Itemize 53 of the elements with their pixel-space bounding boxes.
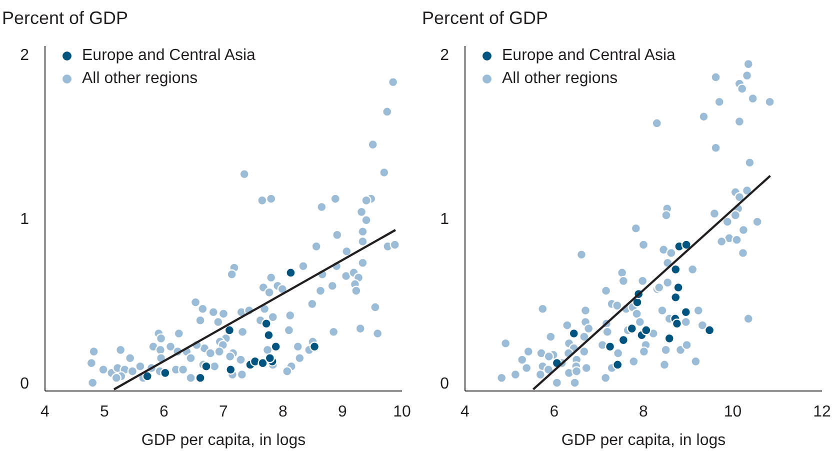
point — [258, 358, 268, 368]
point — [704, 325, 715, 336]
y-tick-label: 0 — [440, 375, 450, 392]
point — [670, 292, 681, 302]
point — [568, 328, 579, 339]
x-tick-label: 5 — [100, 403, 110, 420]
x-tick-label: 6 — [550, 403, 559, 420]
point — [604, 342, 616, 352]
x-tick-label: 6 — [160, 403, 169, 420]
point — [264, 330, 274, 340]
point — [626, 323, 638, 334]
y-tick-label: 2 — [440, 46, 450, 64]
x-axis-title: GDP per capita, in logs — [141, 432, 306, 449]
point — [142, 371, 152, 382]
x-tick-label: 8 — [639, 403, 648, 420]
y-tick-label: 2 — [20, 46, 30, 64]
point — [224, 325, 235, 336]
point — [681, 240, 692, 250]
y-tick-label: 0 — [20, 375, 30, 392]
x-tick-label: 10 — [393, 403, 411, 420]
y-tick-label: 1 — [20, 211, 30, 228]
legend-label: Europe and Central Asia — [502, 46, 676, 66]
legend-label: Europe and Central Asia — [82, 46, 256, 66]
point — [664, 333, 674, 344]
y-tick-label: 1 — [440, 211, 450, 228]
point — [612, 360, 623, 370]
point — [264, 353, 276, 364]
point — [226, 364, 236, 375]
point — [270, 342, 281, 352]
x-tick-label: 10 — [724, 403, 742, 420]
x-tick-label: 4 — [460, 403, 470, 420]
point — [673, 282, 684, 293]
point — [261, 318, 272, 329]
point — [160, 368, 170, 378]
point — [309, 342, 320, 352]
point — [618, 334, 629, 346]
point — [201, 361, 212, 372]
legend-label: All other regions — [82, 69, 198, 89]
point — [641, 325, 652, 336]
x-tick-label: 8 — [278, 403, 288, 420]
point — [680, 307, 692, 318]
point — [195, 372, 206, 383]
x-axis-title: GDP per capita, in logs — [561, 432, 726, 449]
x-tick-label: 4 — [40, 403, 50, 420]
x-tick-label: 12 — [813, 403, 831, 420]
y-axis-title: Percent of GDP — [422, 8, 548, 29]
legend-label: All other regions — [502, 69, 618, 89]
y-axis-title: Percent of GDP — [2, 8, 128, 29]
point — [286, 268, 296, 278]
x-tick-label: 7 — [219, 403, 228, 420]
point — [670, 264, 681, 275]
point — [672, 318, 682, 329]
x-tick-label: 9 — [338, 403, 348, 420]
